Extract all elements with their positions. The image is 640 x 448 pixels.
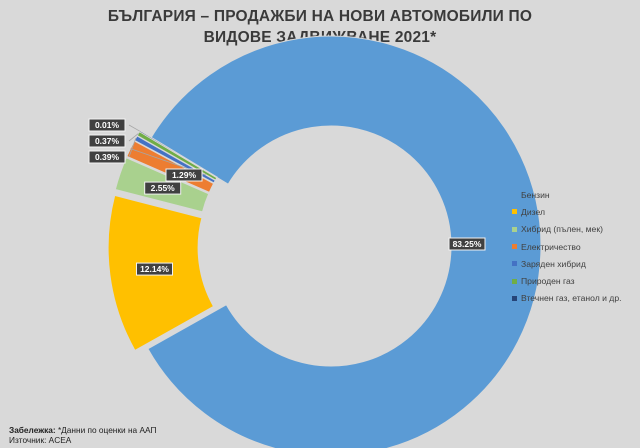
source-text: Източник: ACEA: [9, 435, 72, 445]
data-label-box-хибрид-пълен-мек: [144, 181, 182, 195]
leader-природен-газ: [128, 133, 139, 142]
leader-втечнен-газ-етанол-и-др: [128, 124, 141, 132]
legend-item-електричество: Електричество: [512, 238, 621, 255]
leader-заряден-хибрид: [128, 137, 137, 158]
data-label-box-втечнен-газ-етанол-и-др: [88, 118, 126, 132]
legend-item-дизел: Дизел: [512, 203, 621, 220]
data-label-втечнен-газ-етанол-и-др: 0.01%: [95, 120, 120, 130]
legend-swatch: [512, 295, 517, 301]
legend-item-заряден-хибрид: Заряден хибрид: [512, 255, 621, 272]
data-label-заряден-хибрид: 0.39%: [95, 152, 120, 162]
legend: Бензин Дизел Хибрид (пълен, мек) Електричес…: [512, 186, 621, 307]
legend-swatch: [512, 261, 517, 267]
legend-swatch: [512, 209, 517, 215]
data-label-дизел: 12.14%: [140, 264, 169, 274]
data-labels: 83.25% 12.14% 2.55% 1.29% 0.39% 0.37% 0.01%: [88, 118, 486, 276]
legend-label: Заряден хибрид: [521, 258, 586, 269]
legend-item-хибрид-пълен-мек: Хибрид (пълен, мек): [512, 221, 621, 238]
footnote: Забележка: *Данни по оценки на ААП Източ…: [9, 425, 156, 445]
data-label-box-природен-газ: [88, 134, 126, 148]
legend-swatch: [512, 192, 517, 198]
legend-swatch: [512, 278, 517, 284]
data-label-бензин: 83.25%: [453, 239, 482, 249]
legend-label: Бензин: [521, 189, 550, 200]
data-label-box-дизел: [136, 262, 174, 276]
note-text: *Данни по оценки на ААП: [55, 425, 157, 435]
data-label-електричество: 1.29%: [172, 170, 197, 180]
legend-item-втечнен-газ-етанол-и-др: Втечнен газ, етанол и др.: [512, 290, 621, 307]
slice-бензин: [147, 35, 542, 448]
legend-item-бензин: Бензин: [512, 186, 621, 203]
data-label-хибрид-пълен-мек: 2.55%: [151, 183, 176, 193]
title-line-1: БЪЛГАРИЯ – ПРОДАЖБИ НА НОВИ АВТОМОБИЛИ П…: [107, 8, 533, 25]
legend-label: Втечнен газ, етанол и др.: [521, 293, 622, 304]
data-label-box-електричество: [165, 168, 203, 182]
legend-label: Природен газ: [521, 276, 575, 287]
note-label: Забележка:: [9, 425, 56, 435]
legend-label: Дизел: [521, 206, 545, 217]
data-label-природен-газ: 0.37%: [95, 136, 120, 146]
legend-swatch: [512, 226, 517, 232]
legend-label: Хибрид (пълен, мек): [521, 224, 603, 235]
legend-label: Електричество: [521, 241, 581, 252]
data-label-box-бензин: [448, 237, 486, 251]
legend-item-природен-газ: Природен газ: [512, 272, 621, 289]
legend-swatch: [512, 244, 517, 250]
data-label-box-заряден-хибрид: [88, 150, 126, 164]
